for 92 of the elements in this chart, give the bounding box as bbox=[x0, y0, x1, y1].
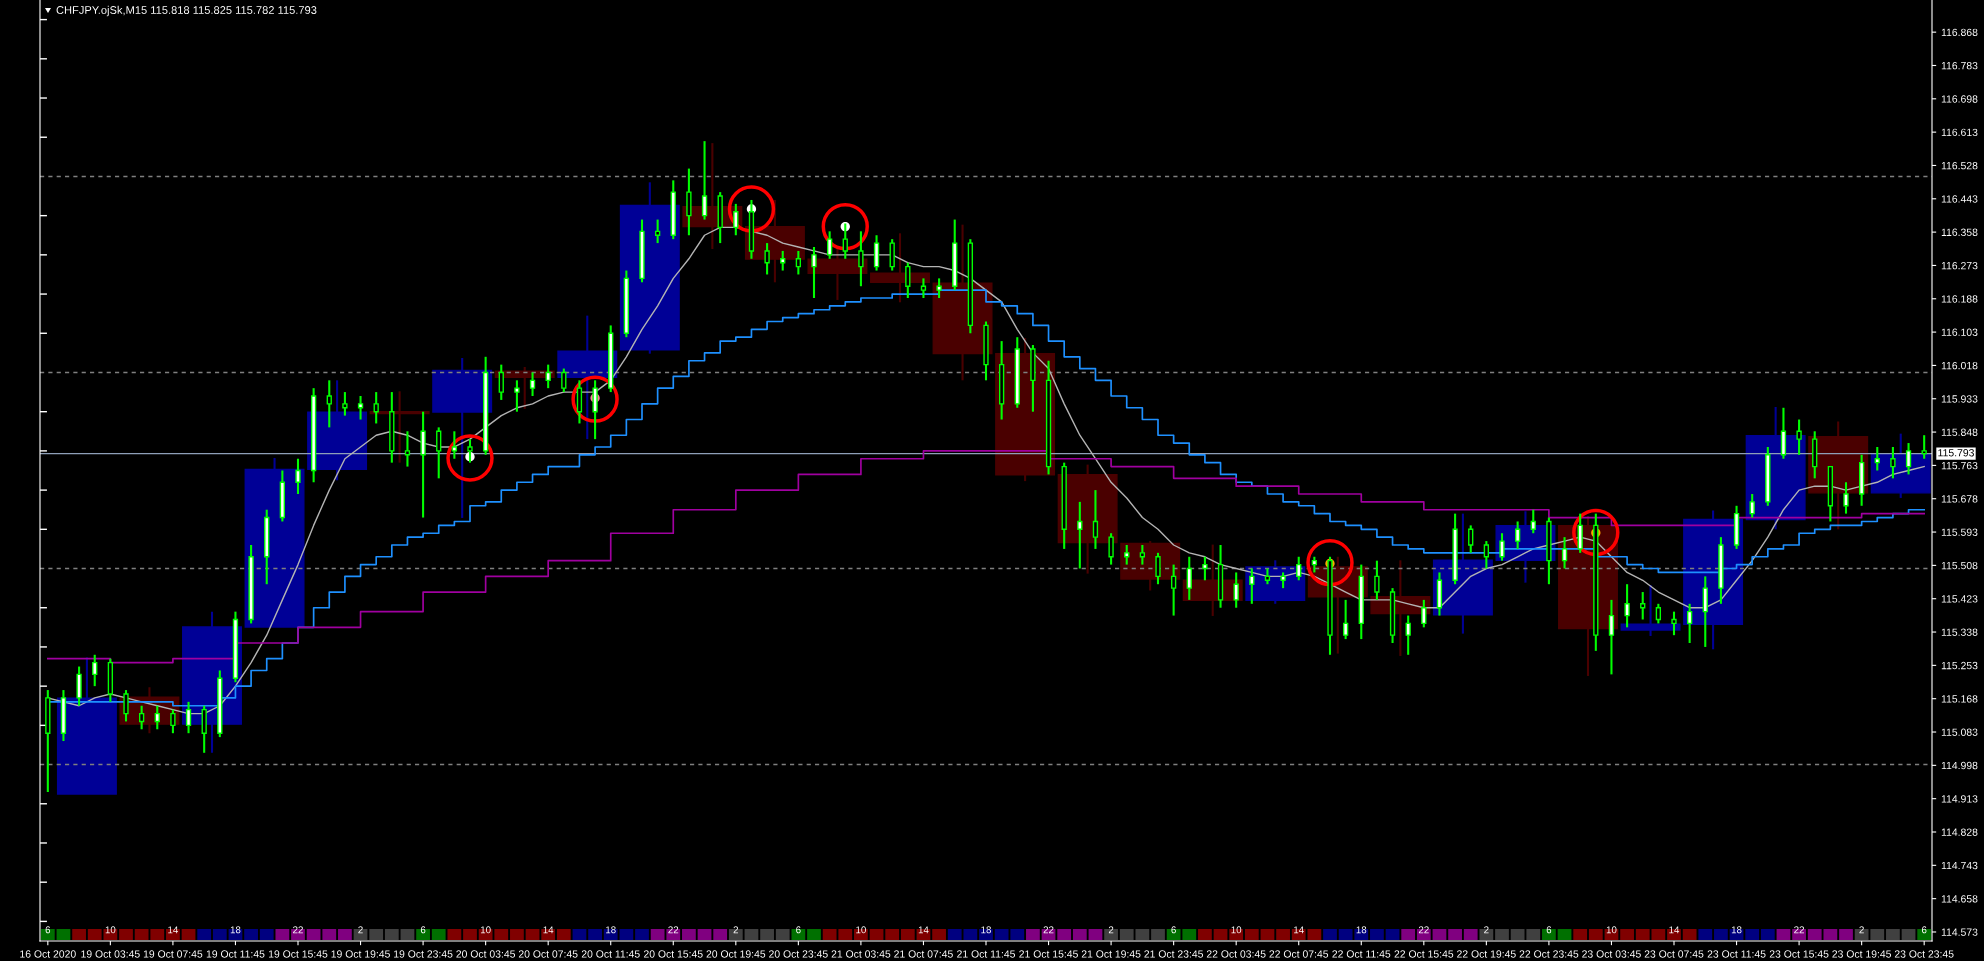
x-tick-label: 22 bbox=[1794, 926, 1805, 934]
chart-title: CHFJPY.ojSk,M15 115.818 115.825 115.782 115.793 bbox=[56, 5, 317, 17]
x-tick-label: 20 Oct 07:45 bbox=[518, 950, 578, 958]
x-tick-label: 22 Oct 19:45 bbox=[1457, 950, 1516, 958]
x-tick-label: 22 bbox=[668, 926, 679, 934]
x-tick-label: 10 bbox=[480, 926, 491, 934]
y-tick-label: 115.848 bbox=[1941, 428, 1978, 436]
x-tick-label: 18 bbox=[981, 926, 991, 934]
x-tick-label: 20 Oct 11:45 bbox=[581, 950, 640, 958]
y-tick-label: 116.273 bbox=[1941, 261, 1978, 270]
x-tick-label: 22 Oct 15:45 bbox=[1394, 950, 1454, 958]
y-tick-label: 116.188 bbox=[1941, 295, 1978, 303]
y-tick-label: 114.743 bbox=[1941, 861, 1978, 870]
y-tick-label: 115.593 bbox=[1941, 528, 1978, 536]
x-tick-label: 10 bbox=[1231, 926, 1242, 934]
x-tick-label: 21 Oct 19:45 bbox=[1081, 950, 1141, 958]
y-tick-label: 115.933 bbox=[1941, 395, 1978, 403]
x-tick-label: 20 Oct 15:45 bbox=[643, 950, 703, 958]
y-tick-label: 115.338 bbox=[1941, 628, 1978, 636]
x-tick-label: 21 Oct 23:45 bbox=[1144, 950, 1204, 958]
x-tick-label: 2 bbox=[1484, 926, 1489, 934]
y-tick-label: 116.528 bbox=[1941, 161, 1978, 170]
y-tick-label: 116.443 bbox=[1941, 195, 1978, 203]
x-tick-label: 20 Oct 03:45 bbox=[456, 950, 516, 958]
x-tick-label: 23 Oct 03:45 bbox=[1582, 950, 1641, 958]
y-tick-label: 116.103 bbox=[1941, 328, 1978, 336]
x-tick-label: 18 bbox=[606, 926, 616, 934]
x-tick-label: 19 Oct 03:45 bbox=[81, 950, 140, 958]
x-tick-label: 14 bbox=[543, 926, 554, 934]
y-tick-label: 114.913 bbox=[1941, 795, 1978, 803]
x-tick-label: 23 Oct 11:45 bbox=[1707, 950, 1766, 958]
x-tick-label: 19 Oct 15:45 bbox=[268, 950, 328, 958]
x-tick-label: 2 bbox=[358, 926, 363, 934]
y-tick-label: 114.998 bbox=[1941, 761, 1978, 770]
y-tick-label: 115.168 bbox=[1941, 695, 1978, 703]
x-tick-label: 22 Oct 23:45 bbox=[1519, 950, 1579, 958]
x-tick-label: 21 Oct 07:45 bbox=[894, 950, 953, 958]
y-tick-label: 115.083 bbox=[1941, 728, 1978, 736]
x-tick-label: 22 bbox=[1418, 926, 1429, 934]
x-tick-label: 18 bbox=[1731, 926, 1742, 934]
x-tick-label: 6 bbox=[420, 926, 426, 934]
x-tick-label: 23 Oct 23:45 bbox=[1894, 950, 1954, 958]
x-tick-label: 22 bbox=[293, 926, 303, 934]
x-tick-label: 16 Oct 2020 bbox=[20, 950, 76, 958]
x-tick-label: 10 bbox=[1606, 926, 1617, 934]
x-tick-label: 19 Oct 07:45 bbox=[143, 950, 203, 958]
x-tick-label: 10 bbox=[856, 926, 866, 934]
y-tick-label: 116.698 bbox=[1941, 95, 1978, 103]
x-tick-label: 21 Oct 15:45 bbox=[1019, 950, 1078, 958]
y-tick-label: 116.868 bbox=[1941, 28, 1978, 37]
x-tick-label: 6 bbox=[1171, 926, 1176, 934]
x-tick-label: 22 Oct 11:45 bbox=[1332, 950, 1391, 958]
y-tick-label: 115.678 bbox=[1941, 495, 1978, 503]
y-tick-label: 115.423 bbox=[1941, 595, 1978, 603]
x-tick-label: 6 bbox=[1921, 926, 1927, 934]
x-tick-label: 18 bbox=[230, 926, 241, 934]
x-tick-label: 6 bbox=[45, 926, 51, 934]
x-tick-label: 21 Oct 03:45 bbox=[831, 950, 891, 958]
x-tick-label: 23 Oct 19:45 bbox=[1832, 950, 1892, 958]
x-tick-label: 14 bbox=[1669, 926, 1680, 934]
ref-line-label: 115.793 bbox=[1938, 449, 1974, 457]
x-tick-label: 20 Oct 19:45 bbox=[706, 950, 766, 958]
y-tick-label: 116.358 bbox=[1941, 228, 1978, 236]
y-tick-label: 116.018 bbox=[1941, 361, 1978, 370]
x-tick-label: 21 Oct 11:45 bbox=[957, 950, 1015, 958]
x-tick-label: 14 bbox=[168, 926, 179, 934]
y-tick-label: 116.613 bbox=[1941, 128, 1978, 137]
x-tick-label: 2 bbox=[1108, 926, 1114, 934]
x-tick-label: 10 bbox=[105, 926, 116, 934]
x-tick-label: 22 bbox=[1043, 926, 1054, 934]
x-tick-label: 6 bbox=[1546, 926, 1552, 934]
x-tick-label: 19 Oct 19:45 bbox=[331, 950, 390, 958]
y-tick-label: 115.763 bbox=[1941, 461, 1978, 470]
x-tick-label: 23 Oct 07:45 bbox=[1644, 950, 1704, 958]
x-tick-label: 2 bbox=[733, 926, 739, 934]
x-tick-label: 2 bbox=[1859, 926, 1864, 934]
x-tick-label: 23 Oct 15:45 bbox=[1769, 950, 1829, 958]
x-tick-label: 18 bbox=[1356, 926, 1367, 934]
y-tick-label: 115.508 bbox=[1941, 561, 1978, 570]
x-tick-label: 20 Oct 23:45 bbox=[769, 950, 828, 958]
y-tick-label: 114.828 bbox=[1941, 828, 1978, 836]
y-tick-label: 116.783 bbox=[1941, 61, 1978, 70]
x-tick-label: 22 Oct 07:45 bbox=[1269, 950, 1329, 958]
x-tick-label: 14 bbox=[918, 926, 929, 934]
y-tick-label: 115.253 bbox=[1941, 661, 1978, 670]
x-tick-label: 19 Oct 23:45 bbox=[394, 950, 453, 958]
y-tick-label: 114.658 bbox=[1941, 895, 1978, 903]
x-tick-label: 6 bbox=[796, 926, 801, 934]
y-tick-label: 114.573 bbox=[1941, 928, 1978, 936]
x-tick-label: 19 Oct 11:45 bbox=[206, 950, 265, 958]
x-tick-label: 22 Oct 03:45 bbox=[1206, 950, 1266, 958]
x-tick-label: 14 bbox=[1294, 926, 1304, 934]
